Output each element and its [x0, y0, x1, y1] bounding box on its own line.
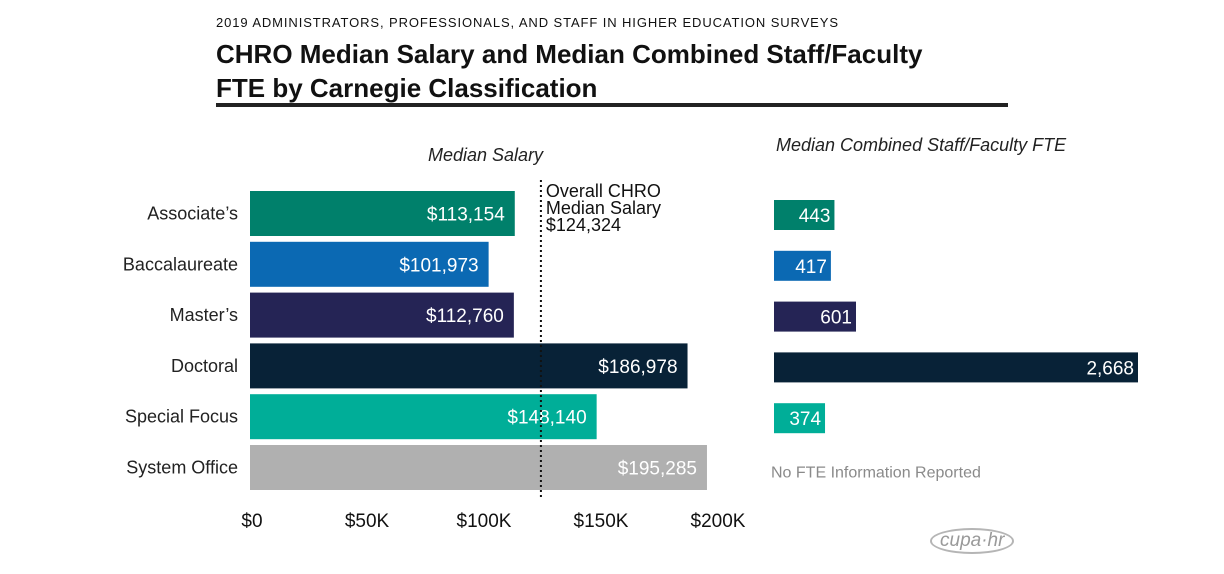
fte-bar	[774, 301, 856, 332]
salary-data-label: $195,285	[618, 459, 697, 480]
category-label: Doctoral	[171, 356, 238, 376]
title-divider	[216, 103, 1008, 107]
salary-bar	[250, 191, 515, 236]
reference-line-label: Overall CHRO	[546, 181, 661, 201]
category-label: Baccalaureate	[123, 254, 238, 274]
salary-bar	[250, 343, 688, 389]
fte-data-label: 601	[820, 308, 852, 329]
x-tick-label: $150K	[574, 511, 629, 532]
reference-line-label: $124,324	[546, 215, 621, 235]
salary-bar	[250, 292, 514, 338]
x-tick-label: $100K	[457, 511, 512, 532]
salary-bar	[250, 445, 707, 490]
fte-data-label: 417	[795, 257, 827, 278]
category-label: Special Focus	[125, 407, 238, 427]
x-tick-label: $0	[241, 511, 262, 532]
salary-data-label: $186,978	[598, 357, 677, 378]
fte-data-label: 2,668	[1086, 358, 1134, 379]
no-fte-note: No FTE Information Reported	[771, 465, 981, 482]
fte-panel-title: Median Combined Staff/Faculty FTE	[776, 135, 1067, 155]
category-label: Associate’s	[147, 204, 238, 224]
supertitle: 2019 ADMINISTRATORS, PROFESSIONALS, AND …	[216, 15, 839, 30]
chart-title: CHRO Median Salary and Median Combined S…	[216, 37, 1016, 105]
fte-data-label: 443	[799, 206, 831, 227]
salary-data-label: $113,154	[427, 205, 505, 226]
category-label: System Office	[126, 458, 238, 478]
fte-bar	[774, 403, 826, 434]
x-tick-label: $200K	[691, 511, 746, 532]
chart-title-line-1: CHRO Median Salary and Median Combined S…	[216, 39, 923, 69]
salary-data-label: $101,973	[399, 255, 478, 276]
reference-line-label: Median Salary	[546, 198, 661, 218]
salary-data-label: $148,140	[507, 408, 586, 429]
salary-panel-title: Median Salary	[428, 145, 544, 165]
salary-bar	[250, 241, 489, 287]
chart-title-line-2: FTE by Carnegie Classification	[216, 73, 598, 103]
fte-bar	[774, 200, 835, 230]
cupa-hr-logo: cupa·hr	[930, 528, 1015, 554]
fte-bar	[774, 352, 1138, 383]
fte-bar	[774, 250, 831, 281]
salary-bar	[250, 394, 597, 440]
x-tick-label: $50K	[345, 511, 390, 532]
fte-data-label: 374	[789, 409, 821, 430]
category-label: Master’s	[170, 305, 238, 325]
salary-data-label: $112,760	[426, 306, 504, 327]
